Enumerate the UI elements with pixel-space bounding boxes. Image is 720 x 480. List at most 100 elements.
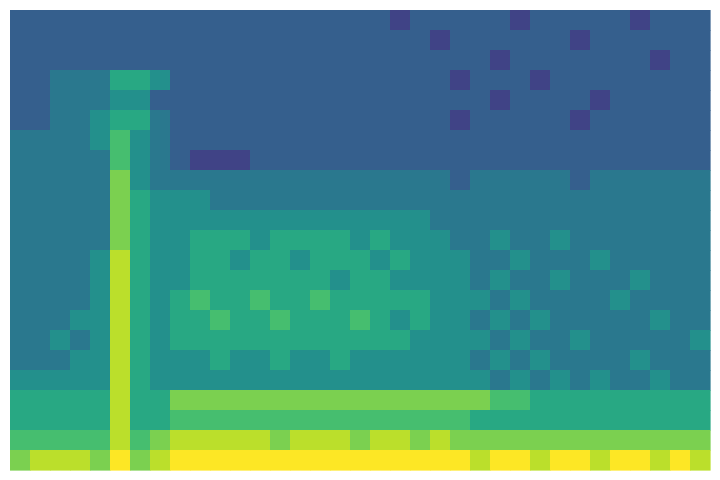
cell [310, 390, 331, 411]
cell [430, 150, 451, 171]
cell [130, 150, 151, 171]
cell [30, 430, 51, 451]
cell [290, 350, 311, 371]
cell [350, 230, 371, 251]
cell [550, 250, 571, 271]
cell [150, 450, 171, 471]
cell [190, 130, 211, 151]
cell [490, 350, 511, 371]
cell [290, 230, 311, 251]
cell [510, 10, 531, 31]
cell [510, 330, 531, 351]
cell [310, 250, 331, 271]
cell [190, 350, 211, 371]
cell [210, 410, 231, 431]
cell [270, 250, 291, 271]
cell [390, 70, 411, 91]
cell [630, 70, 651, 91]
cell [330, 250, 351, 271]
cell [450, 50, 471, 71]
cell [310, 370, 331, 391]
cell [330, 410, 351, 431]
cell [490, 410, 511, 431]
cell [610, 30, 631, 51]
cell [630, 350, 651, 371]
cell [90, 110, 111, 131]
cell [190, 170, 211, 191]
cell [370, 330, 391, 351]
cell [390, 130, 411, 151]
cell [490, 430, 511, 451]
cell [410, 330, 431, 351]
cell [30, 290, 51, 311]
cell [610, 230, 631, 251]
cell [130, 30, 151, 51]
cell [150, 170, 171, 191]
cell [210, 270, 231, 291]
cell [510, 290, 531, 311]
cell [170, 290, 191, 311]
cell [410, 30, 431, 51]
cell [130, 170, 151, 191]
cell [330, 450, 351, 471]
cell [310, 30, 331, 51]
cell [650, 230, 671, 251]
cell [250, 390, 271, 411]
cell [190, 310, 211, 331]
cell [210, 50, 231, 71]
cell [190, 30, 211, 51]
cell [150, 310, 171, 331]
cell [10, 430, 31, 451]
cell [150, 350, 171, 371]
cell [410, 210, 431, 231]
cell [170, 410, 191, 431]
cell [170, 90, 191, 111]
cell [550, 210, 571, 231]
cell [430, 290, 451, 311]
cell [570, 30, 591, 51]
cell [410, 390, 431, 411]
cell [410, 70, 431, 91]
cell [650, 110, 671, 131]
cell [30, 90, 51, 111]
cell [250, 370, 271, 391]
cell [610, 290, 631, 311]
cell [670, 350, 691, 371]
cell [50, 430, 71, 451]
cell [530, 50, 551, 71]
cell [450, 250, 471, 271]
cell [70, 350, 91, 371]
cell [250, 190, 271, 211]
cell [290, 290, 311, 311]
cell [490, 50, 511, 71]
cell [670, 50, 691, 71]
cell [210, 190, 231, 211]
cell [190, 370, 211, 391]
cell [210, 430, 231, 451]
cell [570, 310, 591, 331]
cell [150, 150, 171, 171]
cell [250, 70, 271, 91]
cell [190, 10, 211, 31]
cell [610, 10, 631, 31]
cell [310, 410, 331, 431]
cell [110, 190, 131, 211]
cell [490, 170, 511, 191]
cell [390, 330, 411, 351]
cell [690, 230, 711, 251]
cell [330, 230, 351, 251]
cell [210, 230, 231, 251]
cell [10, 290, 31, 311]
cell [670, 370, 691, 391]
cell [390, 10, 411, 31]
cell [310, 90, 331, 111]
cell [130, 230, 151, 251]
cell [430, 450, 451, 471]
cell [590, 430, 611, 451]
cell [510, 190, 531, 211]
cell [610, 250, 631, 271]
cell [210, 310, 231, 331]
cell [250, 10, 271, 31]
cell [690, 270, 711, 291]
cell [150, 50, 171, 71]
